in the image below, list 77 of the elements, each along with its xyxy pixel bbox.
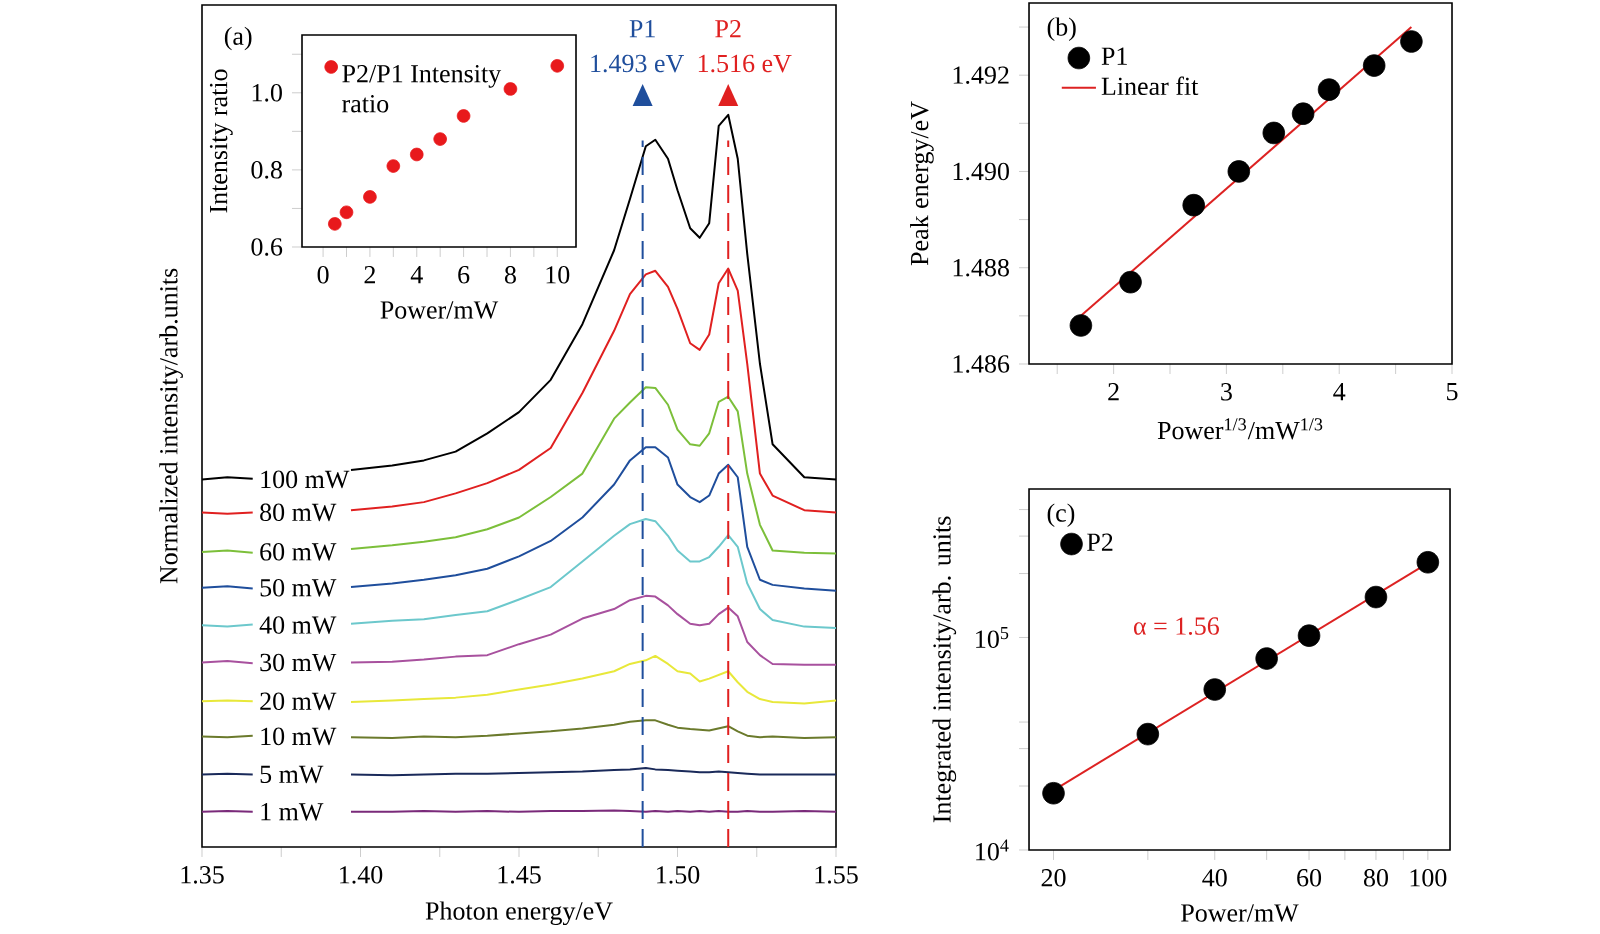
series-label: 80 mW [260, 503, 337, 522]
series-label: 20 mW [260, 692, 337, 711]
series-label: 1 mW [261, 803, 324, 821]
annotation: (b) [1047, 17, 1076, 42]
x-tick-label: 1.35 [181, 866, 224, 884]
point [1182, 194, 1205, 217]
y-tick-label: 1.492 [953, 66, 1009, 85]
y-tick-label: 0.6 [251, 238, 283, 256]
y-tick-label: 0.8 [251, 161, 282, 179]
x-tick-label: 5 [1447, 383, 1458, 401]
x-tick-label: 2 [1108, 383, 1119, 401]
y-axis-title: Peak energy/eV [910, 101, 934, 266]
x-axis-title: Power/mW [380, 301, 499, 319]
x-tick-label: 10 [546, 266, 570, 284]
series-label: 5 mW [260, 765, 324, 784]
series-label: 10 mW [261, 727, 337, 746]
legend-label: Linear fit [1101, 76, 1199, 96]
y-tick-label: 10$^{4}$ [976, 839, 1009, 861]
annotation: α = 1.56 [1133, 617, 1219, 636]
y-axis-title: Integrated intensity/arb. units [932, 516, 957, 823]
point [1227, 160, 1251, 183]
x-axis-title: Power/mW [1181, 904, 1299, 922]
point [410, 147, 424, 162]
series-label: 40 mW [259, 616, 337, 635]
point [1400, 30, 1423, 53]
point [339, 205, 354, 220]
point [386, 159, 401, 173]
point [1291, 102, 1315, 126]
series-label: 100 mW [261, 470, 350, 489]
ref-line-label: P1 [629, 20, 655, 38]
y-tick-label: 1.488 [953, 259, 1009, 277]
point [1317, 78, 1341, 101]
point [328, 217, 342, 231]
y-axis-title: Intensity ratio [209, 69, 233, 213]
x-tick-label: 6 [458, 266, 470, 284]
x-tick-label: 1.45 [498, 866, 541, 884]
x-tick-label: 4 [410, 266, 423, 284]
point [1362, 54, 1386, 77]
point [550, 59, 565, 73]
y-tick-label: 1.0 [252, 84, 282, 102]
y-tick-label: 1.490 [953, 162, 1009, 181]
x-tick-label: 2 [364, 266, 375, 284]
point [456, 109, 471, 123]
x-axis-title: Power$^{1/3}$/mW$^{1/3}$ [1157, 418, 1323, 440]
point [363, 190, 377, 204]
x-tick-label: 3 [1221, 383, 1232, 401]
series-label: 60 mW [260, 543, 337, 561]
x-tick-label: 40 [1202, 869, 1227, 887]
ref-line-label: P2 [715, 20, 741, 38]
x-tick-label: 1.40 [340, 866, 383, 884]
y-axis-title: Normalized intensity/arb.units [159, 268, 183, 584]
x-tick-label: 60 [1297, 869, 1322, 887]
y-tick-label: 1.486 [953, 355, 1010, 373]
text: (a) [224, 26, 252, 51]
legend-label: P2 [1087, 533, 1113, 551]
series-label: 50 mW [260, 579, 337, 597]
y-tick-label: 10$^{5}$ [976, 627, 1009, 649]
x-tick-label: 4 [1333, 383, 1346, 401]
point [1119, 271, 1142, 294]
x-tick-label: 20 [1041, 869, 1066, 887]
series-label: 30 mW [260, 653, 337, 672]
x-tick-label: 1.50 [657, 866, 700, 884]
text: 1.493 eV [591, 54, 684, 73]
x-tick-label: 1.55 [815, 866, 858, 884]
x-tick-label: 0 [317, 266, 329, 284]
point [1262, 121, 1286, 145]
x-tick-label: 8 [504, 266, 516, 284]
x-tick-label: 100 [1410, 869, 1447, 887]
point [1069, 314, 1093, 337]
x-tick-label: 80 [1363, 869, 1388, 887]
point [503, 82, 518, 96]
x-axis-title: Photon energy/eV [425, 901, 613, 926]
point [433, 132, 447, 146]
annotation: (c) [1047, 503, 1075, 528]
legend-label: P2/P1 Intensity ratio [342, 65, 502, 113]
text: 1.516 eV [698, 54, 792, 73]
legend-label: P1 [1101, 47, 1127, 65]
